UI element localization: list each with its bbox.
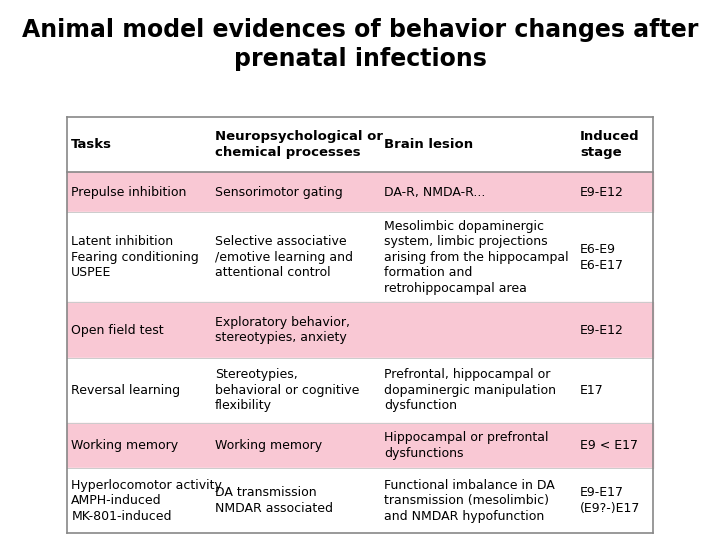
Text: Hyperlocomotor activity
AMPH-induced
MK-801-induced: Hyperlocomotor activity AMPH-induced MK-… xyxy=(71,478,222,523)
Text: Latent inhibition
Fearing conditioning
USPEE: Latent inhibition Fearing conditioning U… xyxy=(71,235,199,279)
Text: Tasks: Tasks xyxy=(71,138,112,151)
Text: E9-E12: E9-E12 xyxy=(580,323,624,336)
Text: Functional imbalance in DA
transmission (mesolimbic)
and NMDAR hypofunction: Functional imbalance in DA transmission … xyxy=(384,478,555,523)
Text: DA-R, NMDA-R...: DA-R, NMDA-R... xyxy=(384,186,486,199)
Text: DA transmission
NMDAR associated: DA transmission NMDAR associated xyxy=(215,487,333,515)
Text: Hippocampal or prefrontal
dysfunctions: Hippocampal or prefrontal dysfunctions xyxy=(384,431,549,460)
Bar xyxy=(66,468,654,533)
Text: Exploratory behavior,
stereotypies, anxiety: Exploratory behavior, stereotypies, anxi… xyxy=(215,316,350,345)
Text: E17: E17 xyxy=(580,384,604,397)
Bar xyxy=(66,357,654,423)
Text: Animal model evidences of behavior changes after
prenatal infections: Animal model evidences of behavior chang… xyxy=(22,17,698,71)
Text: Brain lesion: Brain lesion xyxy=(384,138,474,151)
Text: Prepulse inhibition: Prepulse inhibition xyxy=(71,186,186,199)
Text: Working memory: Working memory xyxy=(215,439,322,452)
Text: Induced
stage: Induced stage xyxy=(580,130,639,159)
Text: Neuropsychological or
chemical processes: Neuropsychological or chemical processes xyxy=(215,130,383,159)
Text: Selective associative
/emotive learning and
attentional control: Selective associative /emotive learning … xyxy=(215,235,353,279)
Text: Sensorimotor gating: Sensorimotor gating xyxy=(215,186,343,199)
Text: E6-E9
E6-E17: E6-E9 E6-E17 xyxy=(580,243,624,272)
Bar xyxy=(66,212,654,302)
Bar xyxy=(66,172,654,212)
Text: Prefrontal, hippocampal or
dopaminergic manipulation
dysfunction: Prefrontal, hippocampal or dopaminergic … xyxy=(384,368,557,412)
Text: E9-E17
(E9?-)E17: E9-E17 (E9?-)E17 xyxy=(580,487,640,515)
Text: Stereotypies,
behavioral or cognitive
flexibility: Stereotypies, behavioral or cognitive fl… xyxy=(215,368,359,412)
Text: E9 < E17: E9 < E17 xyxy=(580,439,638,452)
Bar xyxy=(66,117,654,172)
Text: Reversal learning: Reversal learning xyxy=(71,384,181,397)
Text: Working memory: Working memory xyxy=(71,439,179,452)
Text: Mesolimbic dopaminergic
system, limbic projections
arising from the hippocampal
: Mesolimbic dopaminergic system, limbic p… xyxy=(384,220,569,295)
Bar xyxy=(66,423,654,468)
Bar xyxy=(66,302,654,357)
Text: Open field test: Open field test xyxy=(71,323,164,336)
Text: E9-E12: E9-E12 xyxy=(580,186,624,199)
